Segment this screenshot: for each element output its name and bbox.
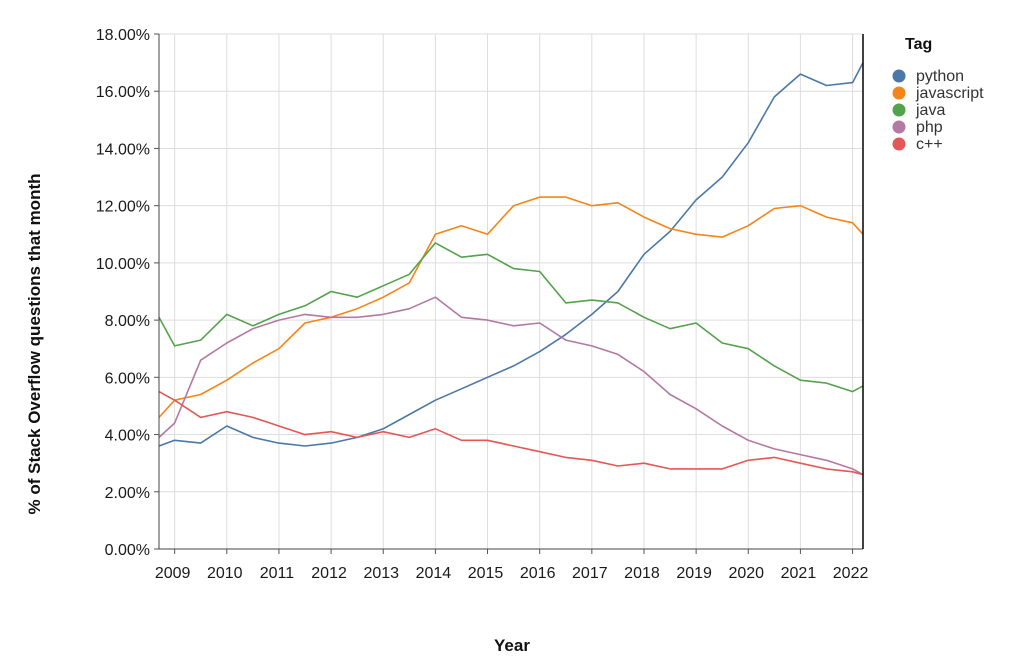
y-axis-title: % of Stack Overflow questions that month — [25, 174, 44, 515]
y-tick-label: 14.00% — [96, 141, 150, 158]
y-tick-label: 8.00% — [105, 313, 150, 330]
legend-label: javascript — [915, 85, 984, 102]
series-line-java — [158, 242, 864, 393]
x-tick-label: 2020 — [728, 565, 764, 582]
legend-title: Tag — [905, 36, 932, 53]
legend-label: java — [915, 102, 945, 119]
y-tick-label: 4.00% — [105, 428, 150, 445]
y-tick-label: 12.00% — [96, 199, 150, 216]
y-tick-label: 2.00% — [105, 485, 150, 502]
series-line-php — [158, 296, 864, 476]
gridlines — [159, 33, 863, 550]
x-tick-label: 2016 — [520, 565, 556, 582]
x-tick-label: 2011 — [260, 565, 295, 582]
x-axis-ticks: 2009 2010 2011 2012 2013 2014 2015 2016 2017 2018… — [155, 549, 869, 582]
axes — [158, 34, 864, 550]
legend-label: php — [916, 119, 943, 136]
x-tick-label: 2009 — [155, 565, 191, 582]
series-line-javascript — [158, 196, 864, 418]
x-tick-label: 2012 — [311, 565, 347, 582]
y-tick-label: 10.00% — [96, 256, 150, 273]
x-tick-label: 2014 — [416, 565, 452, 582]
legend-swatch — [892, 69, 906, 83]
x-tick-label: 2015 — [468, 565, 504, 582]
y-tick-label: 16.00% — [96, 84, 150, 101]
legend-swatch — [892, 120, 906, 134]
x-axis-title: Year — [494, 636, 530, 655]
series-line-python — [158, 62, 864, 447]
x-tick-label: 2019 — [676, 565, 712, 582]
legend-label: python — [916, 68, 964, 85]
series-lines — [158, 62, 864, 476]
legend-swatch — [892, 86, 906, 100]
x-tick-label: 2010 — [207, 565, 243, 582]
x-tick-label: 2021 — [781, 565, 817, 582]
legend-label: c++ — [916, 136, 943, 153]
x-tick-label: 2022 — [833, 565, 869, 582]
y-tick-label: 0.00% — [105, 542, 150, 559]
legend-swatch — [892, 103, 906, 117]
y-tick-label: 18.00% — [96, 27, 150, 44]
legend-swatch — [892, 137, 906, 151]
y-tick-label: 6.00% — [105, 370, 150, 387]
x-tick-label: 2018 — [624, 565, 660, 582]
series-line-cpp — [158, 390, 864, 476]
x-tick-label: 2017 — [572, 565, 608, 582]
x-tick-label: 2013 — [363, 565, 399, 582]
y-axis-ticks: 0.00% 2.00% 4.00% 6.00% 8.00% 10.00% 12.00% 14.… — [96, 27, 159, 559]
